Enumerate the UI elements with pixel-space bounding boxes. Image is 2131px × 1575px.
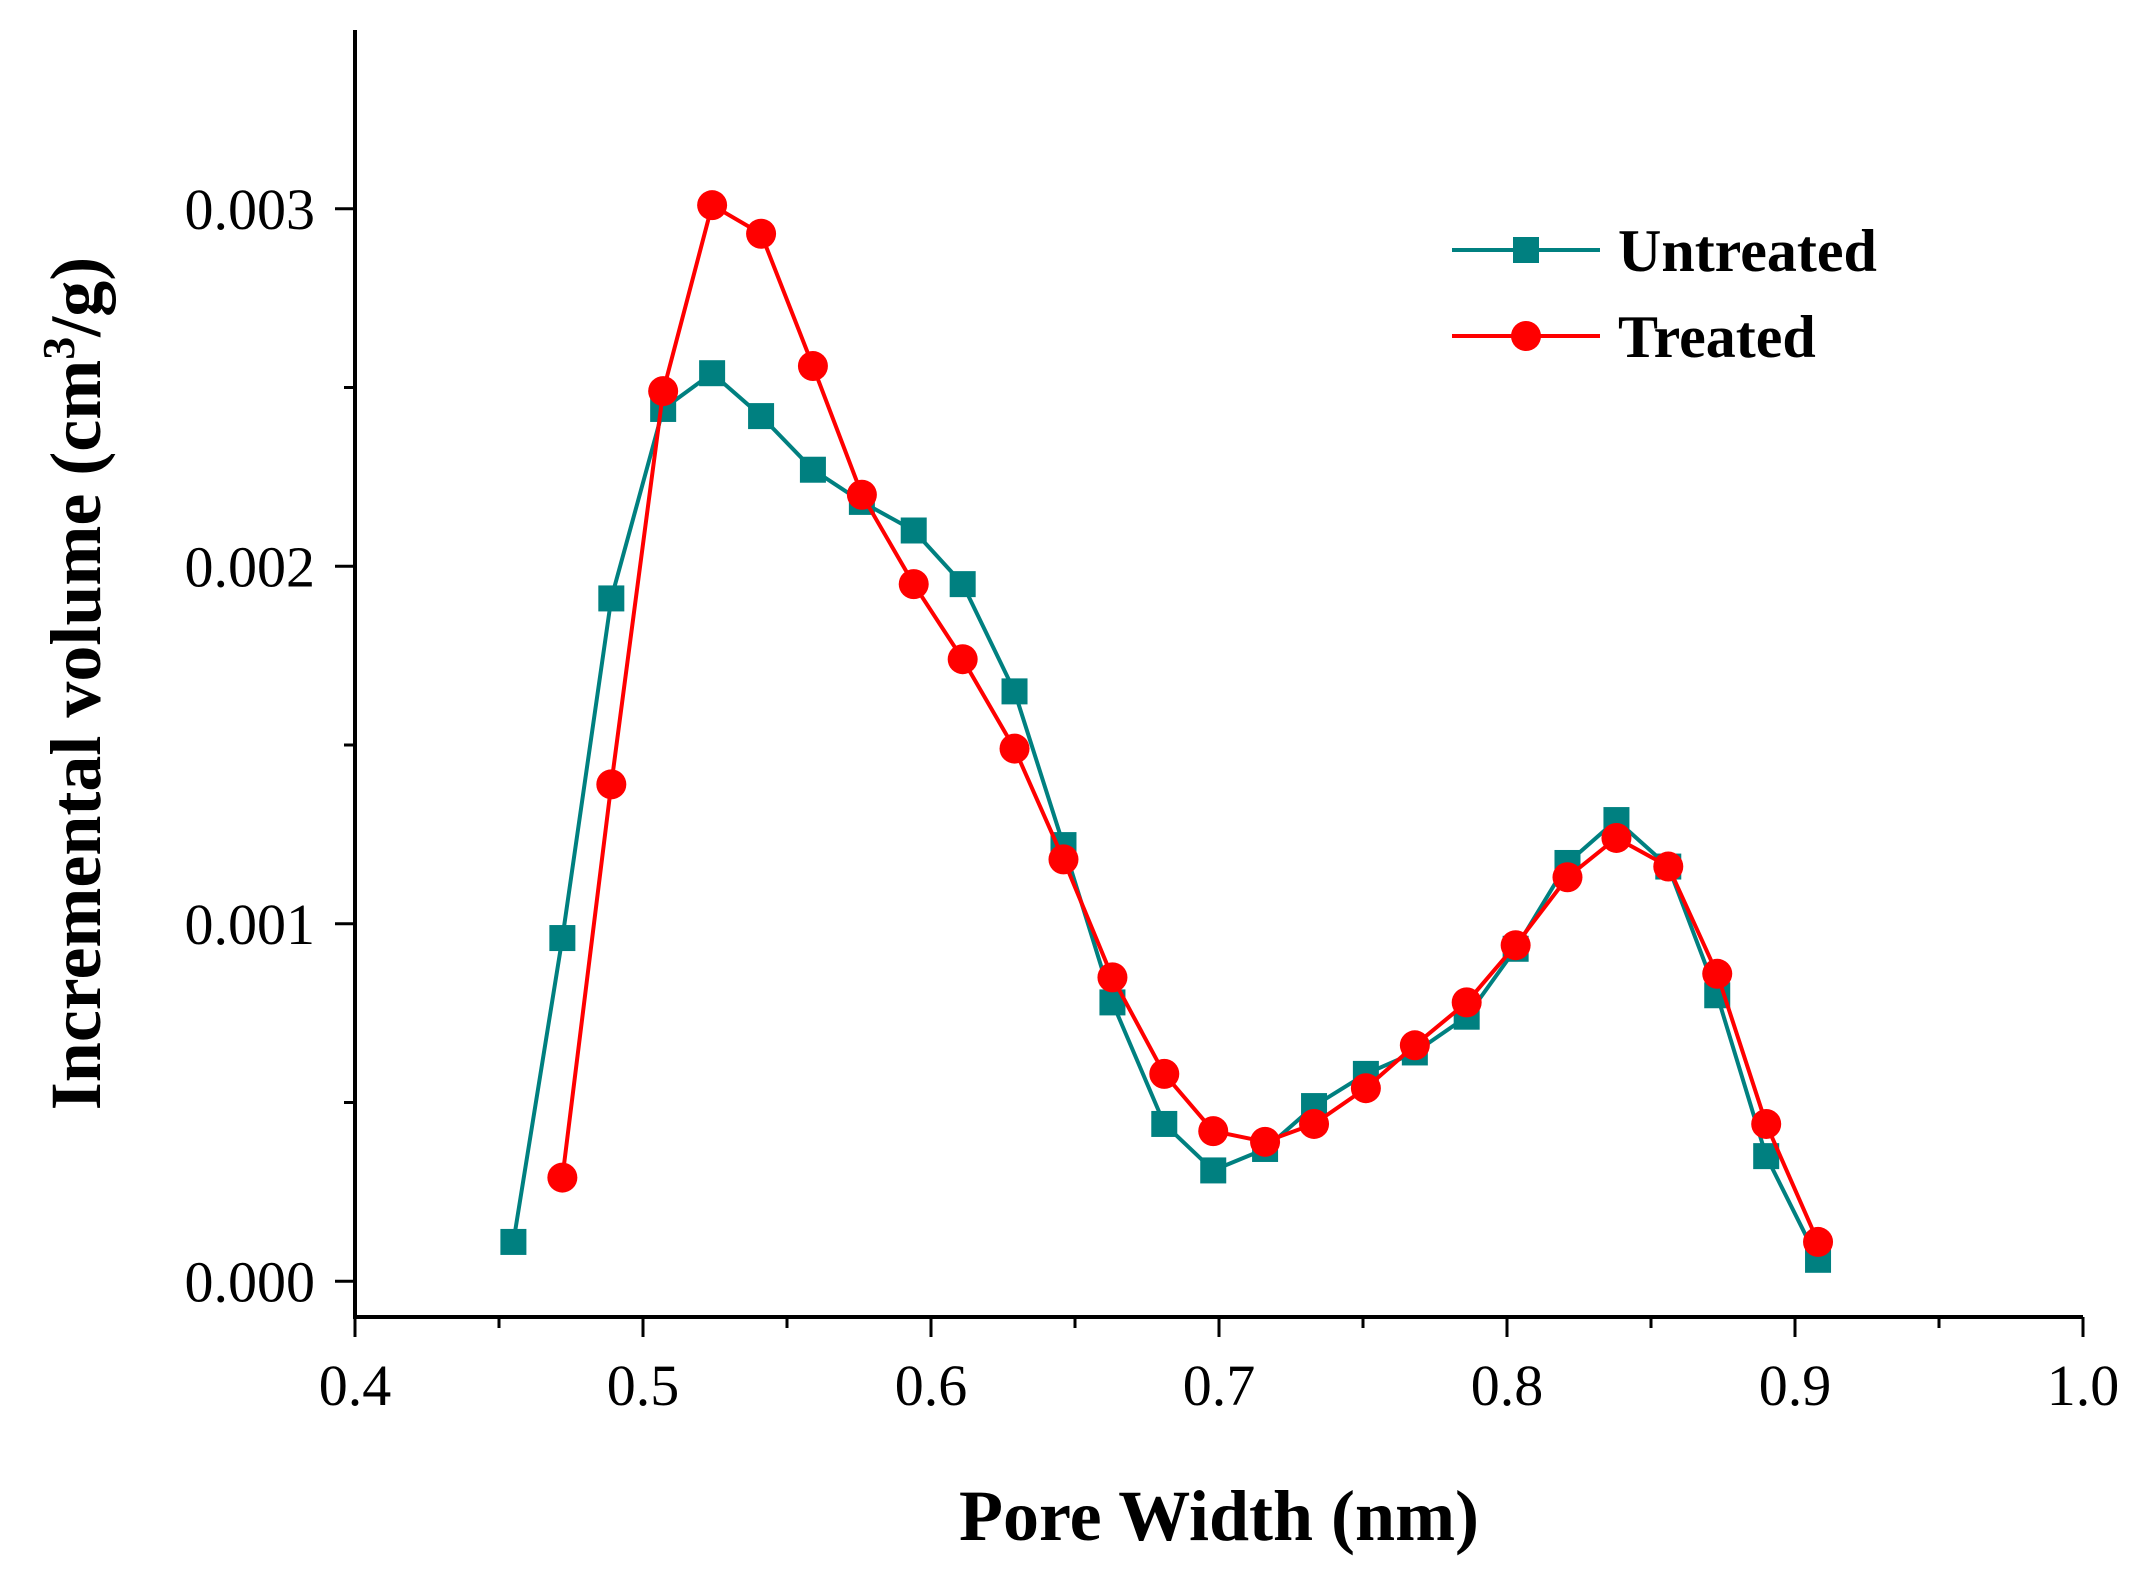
data-point-treated [1451, 987, 1482, 1018]
y-tick-label: 0.003 [185, 177, 316, 242]
x-axis-title: Pore Width (nm) [959, 1476, 1479, 1556]
data-point-treated [1198, 1116, 1229, 1147]
data-point-treated [1751, 1108, 1782, 1139]
data-point-untreated [1001, 678, 1028, 705]
x-tick-label: 0.4 [319, 1353, 392, 1418]
data-point-untreated [549, 925, 576, 952]
data-point-untreated [1151, 1110, 1178, 1137]
y-tick-label: 0.002 [185, 534, 316, 599]
data-point-treated [547, 1162, 578, 1193]
data-point-treated [1552, 862, 1583, 893]
data-point-treated [1803, 1226, 1834, 1257]
legend-label: Treated [1618, 304, 1816, 370]
data-point-treated [697, 190, 728, 221]
x-tick-label: 1.0 [2047, 1353, 2120, 1418]
data-point-treated [1601, 822, 1632, 853]
x-tick-label: 0.6 [895, 1353, 968, 1418]
x-tick-label: 0.9 [1759, 1353, 1832, 1418]
data-point-untreated [699, 360, 726, 387]
legend-label: Untreated [1618, 218, 1877, 284]
series-untreated [500, 360, 1832, 1273]
data-point-treated [1350, 1073, 1381, 1104]
data-point-treated [1299, 1108, 1330, 1139]
legend: Untreated Treated [1452, 218, 1877, 370]
data-point-treated [648, 376, 679, 407]
y-axis-title-suffix: /g) [36, 257, 116, 338]
data-point-treated [947, 644, 978, 675]
data-point-treated [898, 569, 929, 600]
data-point-treated [1149, 1058, 1180, 1089]
data-point-untreated [900, 517, 927, 544]
data-point-untreated [748, 403, 775, 430]
y-tick-label: 0.001 [185, 892, 316, 957]
data-point-treated [1702, 958, 1733, 989]
y-axis-title-sup: 3 [33, 337, 84, 360]
legend-marker [1513, 237, 1539, 263]
data-point-treated [1250, 1126, 1281, 1157]
series-treated [547, 190, 1834, 1257]
data-point-treated [797, 351, 828, 382]
data-point-treated [846, 479, 877, 510]
x-tick-label: 0.7 [1183, 1353, 1256, 1418]
data-point-untreated [799, 456, 826, 483]
x-tick-label: 0.5 [607, 1353, 680, 1418]
data-point-untreated [949, 571, 976, 598]
legend-item-untreated: Untreated [1452, 218, 1877, 284]
data-point-treated [1399, 1030, 1430, 1061]
data-point-treated [1048, 844, 1079, 875]
data-point-treated [746, 218, 777, 249]
data-point-treated [999, 733, 1030, 764]
axes: 0.4 0.5 0.6 0.7 0.8 0.9 1.0 0.000 0.001 0.002 0.00… [185, 30, 2120, 1418]
y-axis-title: Incremental volume (cm3/g) [33, 257, 116, 1110]
legend-marker [1511, 321, 1541, 351]
data-point-treated [1500, 930, 1531, 961]
y-axis-title-prefix: Incremental volume (cm [36, 360, 116, 1110]
y-tick-label: 0.000 [185, 1249, 316, 1314]
x-tick-label: 0.8 [1471, 1353, 1544, 1418]
data-point-treated [596, 769, 627, 800]
data-point-treated [1097, 962, 1128, 993]
data-point-treated [1653, 851, 1684, 882]
data-point-untreated [598, 585, 625, 612]
series-layer [500, 190, 1834, 1273]
data-point-untreated [1200, 1157, 1227, 1184]
legend-item-treated: Treated [1452, 304, 1816, 370]
data-point-untreated [500, 1228, 527, 1255]
